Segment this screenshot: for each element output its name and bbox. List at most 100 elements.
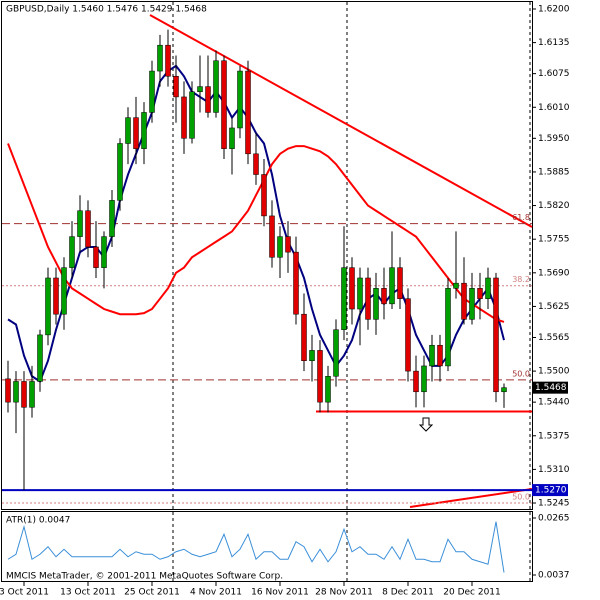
x-tick-label: 8 Dec 2011 — [382, 588, 434, 598]
candle-body — [29, 381, 35, 408]
price-box — [532, 381, 568, 394]
y-tick-label: 1.5565 — [538, 333, 570, 343]
y-tick-label: 1.6200 — [538, 4, 570, 14]
candle-body — [493, 277, 499, 393]
candle-body — [309, 350, 315, 362]
footer: MMCIS MetaTrader, © 2001-2011 MetaQuotes… — [6, 572, 283, 582]
y-tick-label: 1.5440 — [538, 398, 570, 408]
level-label: 38.2 — [512, 275, 530, 284]
candle-body — [53, 277, 59, 315]
atr-title: ATR(1) 0.0047 — [6, 516, 70, 526]
candle-body — [93, 246, 99, 268]
candle-body — [293, 251, 299, 315]
candle-body — [141, 112, 147, 149]
y-tick-label: 0.0037 — [538, 571, 570, 581]
candle-body — [485, 277, 491, 299]
candle-body — [165, 44, 171, 77]
price-box-label: 1.5468 — [535, 383, 567, 393]
trendline — [149, 14, 533, 228]
arrow-down — [418, 417, 434, 432]
candle-body — [477, 288, 483, 299]
y-tick-label: 1.5375 — [538, 431, 570, 441]
candle-body — [157, 44, 163, 72]
x-tick-label: 16 Nov 2011 — [251, 588, 309, 598]
price-box — [532, 484, 568, 497]
candle-body — [453, 282, 459, 289]
candle-body — [197, 86, 203, 93]
candle-body — [349, 267, 355, 310]
level-label: 50.0 — [512, 493, 530, 502]
candle-body — [5, 378, 11, 403]
y-tick-label: 1.5885 — [538, 167, 570, 177]
price-box-label: 1.5270 — [535, 486, 567, 496]
candle-body — [101, 236, 107, 268]
candle-body — [117, 143, 123, 201]
x-tick-label: 20 Dec 2011 — [443, 588, 501, 598]
candle-body — [237, 70, 243, 129]
candle-body — [37, 334, 43, 382]
candle-body — [373, 288, 379, 320]
main-panel — [1, 1, 533, 510]
candle-body — [221, 60, 227, 149]
x-tick-label: 28 Nov 2011 — [315, 588, 373, 598]
candle-body — [389, 267, 395, 305]
chart-title: GBPUSD,Daily 1.5460 1.5476 1.5429 1.5468 — [6, 5, 207, 15]
y-tick-label: 1.5245 — [538, 499, 570, 509]
candle-body — [149, 70, 155, 113]
candle-body — [133, 117, 139, 149]
candle-body — [381, 288, 387, 305]
level-label: 61.8 — [512, 213, 530, 222]
y-tick-label: 1.6075 — [538, 69, 570, 79]
indicator-line — [7, 143, 505, 323]
y-tick-label: 1.5820 — [538, 201, 570, 211]
candle-body — [229, 127, 235, 149]
period-separators — [172, 2, 531, 581]
candle-body — [61, 267, 67, 315]
y-tick-label: 1.5500 — [538, 367, 570, 377]
candle-body — [21, 381, 27, 408]
candle-body — [125, 117, 131, 144]
candle-body — [77, 210, 83, 237]
candle-body — [85, 210, 91, 248]
candle-body — [469, 288, 475, 320]
trendline — [409, 488, 533, 508]
y-tick-label: 1.5310 — [538, 465, 570, 475]
candle-body — [13, 381, 19, 403]
candle-body — [285, 236, 291, 253]
atr-panel — [1, 511, 533, 582]
y-tick-label: 1.5755 — [538, 235, 570, 245]
candle-body — [333, 329, 339, 377]
candle-body — [461, 282, 467, 320]
candle-body — [405, 298, 411, 372]
candle-body — [173, 75, 179, 98]
candle-body — [421, 365, 427, 393]
candle-body — [317, 350, 323, 403]
atr-line — [7, 521, 505, 573]
candle-body — [445, 288, 451, 367]
candle-body — [189, 91, 195, 139]
level-label: 50.0 — [512, 369, 530, 378]
y-tick-label: 1.5690 — [538, 268, 570, 278]
x-tick-label: 25 Oct 2011 — [124, 588, 180, 598]
candle-body — [181, 96, 187, 139]
candle-body — [429, 344, 435, 367]
candle-body — [253, 153, 259, 175]
candle-body — [301, 313, 307, 362]
y-tick-label: 1.6135 — [538, 38, 570, 48]
candle-body — [325, 376, 331, 403]
candle-body — [245, 70, 251, 155]
y-tick-label: 0.0265 — [538, 514, 570, 524]
candle-body — [413, 370, 419, 393]
candle-body — [341, 267, 347, 330]
candle-body — [213, 60, 219, 113]
candle-body — [277, 236, 283, 258]
candle-body — [205, 86, 211, 113]
candle-body — [109, 200, 115, 237]
candle-body — [365, 277, 371, 320]
y-tick-label: 1.5950 — [538, 134, 570, 144]
y-tick-label: 1.6010 — [538, 103, 570, 113]
candle-body — [357, 277, 363, 310]
candle-body — [45, 277, 51, 336]
